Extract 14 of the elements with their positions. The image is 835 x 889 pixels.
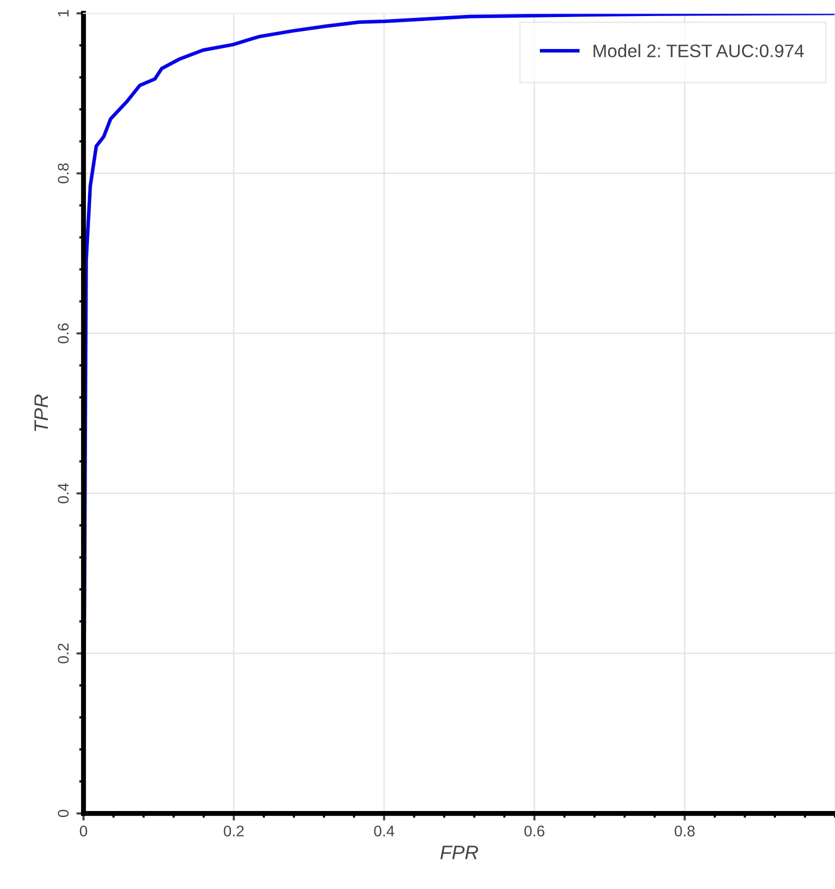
x-tick-label: 0.6 <box>524 826 544 836</box>
y-tick-label: 0.6 <box>58 323 69 344</box>
legend-label: Model 2: TEST AUC:0.974 <box>594 44 804 58</box>
y-tick-label: 0.4 <box>58 483 69 504</box>
y-tick-label: 0 <box>58 810 69 818</box>
x-tick-label: 0.4 <box>374 826 394 836</box>
x-tick-label: 0 <box>80 826 88 836</box>
y-tick-label: 1 <box>58 10 69 16</box>
x-axis-title: FPR <box>440 846 478 860</box>
y-tick-label: 0.8 <box>58 163 69 184</box>
x-tick-label: 0.8 <box>674 826 695 836</box>
y-axis-title: TPR <box>34 394 48 432</box>
y-tick-label: 0.2 <box>58 644 69 664</box>
x-tick-label: 0.2 <box>224 826 244 836</box>
